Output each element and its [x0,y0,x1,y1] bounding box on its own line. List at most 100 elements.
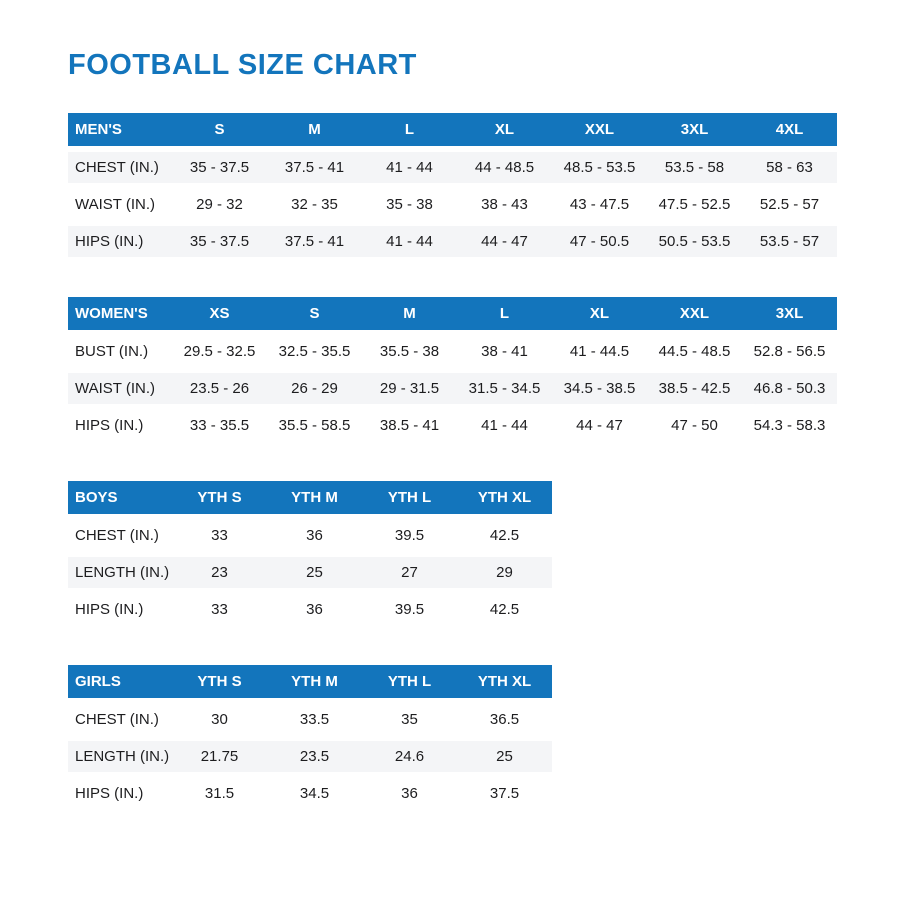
row-label: CHEST (IN.) [75,527,159,544]
table-row: LENGTH (IN.) 21.75 23.5 24.6 25 [68,741,552,772]
row-label: HIPS (IN.) [75,417,144,434]
size-column-header: XXL [552,113,647,146]
row-label: HIPS (IN.) [75,601,144,618]
row-label: LENGTH (IN.) [68,557,172,588]
size-tables: MEN'S S M L XL XXL 3XL 4XL CHEST (IN.) 35 - 37.5 3… [68,107,837,815]
size-value-cell: 29 [457,557,552,588]
size-value-cell: 36 [306,601,323,618]
size-value-cell: 35 [401,711,418,728]
size-value-cell: 32.5 - 35.5 [278,343,351,360]
size-column-header: M [362,297,457,330]
size-column-header: YTH S [172,665,267,698]
size-value-cell: 27 [362,557,457,588]
size-column-header: YTH XL [457,481,552,514]
size-value-cell: 34.5 - 38.5 [552,373,647,404]
table-row: CHEST (IN.) 30 33.5 35 36.5 [68,704,552,735]
size-column-header: XL [457,113,552,146]
table-row: HIPS (IN.) 31.5 34.5 36 37.5 [68,778,552,809]
size-value-cell: 41 - 44 [362,226,457,257]
size-table-womens: WOMEN'S XS S M L XL XXL 3XL BUST (IN.) 29.5 - 32.… [68,291,837,447]
table-group-label: WOMEN'S [68,297,172,330]
size-value-cell: 58 - 63 [742,152,837,183]
size-value-cell: 29 - 31.5 [362,373,457,404]
size-value-cell: 23.5 [267,741,362,772]
size-value-cell: 37.5 [489,785,520,802]
table-row: BUST (IN.) 29.5 - 32.5 32.5 - 35.5 35.5 - 3… [68,336,837,367]
size-value-cell: 25 [267,557,362,588]
row-label: WAIST (IN.) [75,196,155,213]
table-row: HIPS (IN.) 33 36 39.5 42.5 [68,594,552,625]
size-value-cell: 41 - 44.5 [569,343,630,360]
size-value-cell: 50.5 - 53.5 [647,226,742,257]
size-column-header: S [172,113,267,146]
table-row: CHEST (IN.) 35 - 37.5 37.5 - 41 41 - 44 44 -… [68,152,837,183]
size-column-header: S [267,297,362,330]
table-group-label: GIRLS [68,665,172,698]
size-value-cell: 32 - 35 [291,196,338,213]
size-value-cell: 47.5 - 52.5 [658,196,731,213]
size-value-cell: 41 - 44 [481,417,528,434]
row-label: LENGTH (IN.) [68,741,172,772]
size-value-cell: 43 - 47.5 [569,196,630,213]
size-value-cell: 52.8 - 56.5 [753,343,826,360]
row-label: CHEST (IN.) [75,711,159,728]
size-value-cell: 41 - 44 [362,152,457,183]
table-group-label: BOYS [68,481,172,514]
size-value-cell: 44 - 48.5 [457,152,552,183]
table-row: LENGTH (IN.) 23 25 27 29 [68,557,552,588]
size-value-cell: 47 - 50 [671,417,718,434]
size-value-cell: 39.5 [394,601,425,618]
size-column-header: M [267,113,362,146]
size-column-header: YTH S [172,481,267,514]
size-column-header: 3XL [647,113,742,146]
size-column-header: YTH M [267,665,362,698]
size-value-cell: 47 - 50.5 [552,226,647,257]
size-value-cell: 52.5 - 57 [759,196,820,213]
header-row: GIRLS YTH S YTH M YTH L YTH XL [68,665,552,698]
size-column-header: YTH M [267,481,362,514]
size-value-cell: 46.8 - 50.3 [742,373,837,404]
size-value-cell: 44.5 - 48.5 [658,343,731,360]
size-value-cell: 33.5 [299,711,330,728]
size-value-cell: 29 - 32 [196,196,243,213]
size-column-header: L [457,297,552,330]
size-value-cell: 34.5 [299,785,330,802]
size-value-cell: 38.5 - 42.5 [647,373,742,404]
size-value-cell: 23 [172,557,267,588]
table-row: WAIST (IN.) 29 - 32 32 - 35 35 - 38 38 - 43 4… [68,189,837,220]
row-label: CHEST (IN.) [68,152,172,183]
page-title: FOOTBALL SIZE CHART [68,49,417,81]
size-column-header: L [362,113,457,146]
size-value-cell: 35.5 - 38 [379,343,440,360]
size-column-header: 3XL [742,297,837,330]
size-column-header: XXL [647,297,742,330]
size-column-header: YTH L [362,665,457,698]
size-column-header: YTH XL [457,665,552,698]
size-value-cell: 48.5 - 53.5 [552,152,647,183]
size-table-girls: GIRLS YTH S YTH M YTH L YTH XL CHEST (IN.) 30 3… [68,659,552,815]
size-value-cell: 53.5 - 57 [742,226,837,257]
size-value-cell: 36 [306,527,323,544]
size-value-cell: 44 - 47 [457,226,552,257]
size-value-cell: 30 [211,711,228,728]
table-row: CHEST (IN.) 33 36 39.5 42.5 [68,520,552,551]
table-row: HIPS (IN.) 33 - 35.5 35.5 - 58.5 38.5 - 41 4… [68,410,837,441]
size-value-cell: 21.75 [172,741,267,772]
row-label: HIPS (IN.) [75,785,144,802]
size-value-cell: 54.3 - 58.3 [753,417,826,434]
row-label: BUST (IN.) [75,343,149,360]
row-label: WAIST (IN.) [68,373,172,404]
size-column-header: 4XL [742,113,837,146]
size-column-header: XL [552,297,647,330]
size-value-cell: 25 [457,741,552,772]
size-column-header: XS [172,297,267,330]
size-value-cell: 37.5 - 41 [267,226,362,257]
size-chart-page: FOOTBALL SIZE CHART MEN'S S M L XL XXL 3XL 4XL C… [68,49,837,815]
size-value-cell: 33 [211,527,228,544]
size-value-cell: 37.5 - 41 [267,152,362,183]
size-value-cell: 38 - 43 [481,196,528,213]
table-group-label: MEN'S [68,113,172,146]
size-value-cell: 35 - 37.5 [172,226,267,257]
size-value-cell: 36.5 [489,711,520,728]
size-value-cell: 44 - 47 [576,417,623,434]
